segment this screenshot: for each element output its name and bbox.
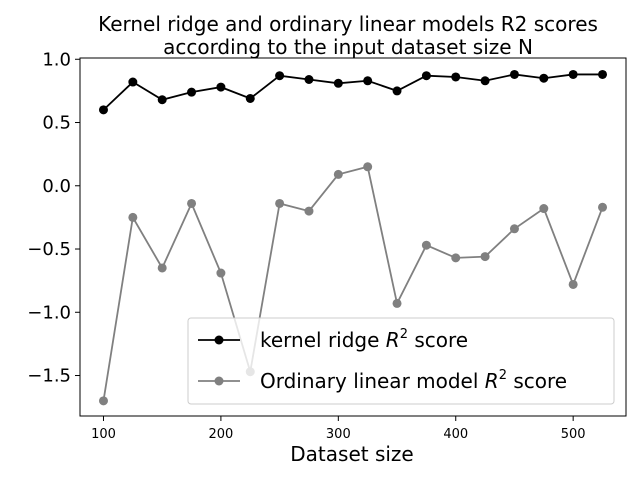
legend-label-var: R [386,328,400,352]
series-2-point [509,224,519,234]
series-2-point [304,206,314,216]
y-tick-label: 1.0 [42,49,71,70]
series-2-point [98,396,108,406]
series-1-point [598,69,608,79]
series-1-point [128,77,138,87]
series-2-point [333,169,343,179]
y-tick-label: 0.5 [42,113,71,134]
legend-marker [214,376,224,386]
series-2-point [157,263,167,273]
series-1-point [275,71,285,81]
series-2-line [102,165,604,401]
legend-label-suffix: score [408,328,468,352]
y-axis: 1.0 0.5 0.0 −0.5 −1.0 −1.5 [27,49,80,387]
legend-label: kernel ridge R2 score [260,327,468,352]
series-2-point [568,279,578,289]
y-tick-label: −1.5 [27,366,71,387]
legend-label: Ordinary linear model R2 score [260,368,567,393]
series-group [98,69,608,406]
series-1-point [245,93,255,103]
chart-title-line2: according to the input dataset size N [163,35,533,59]
series-1-point [216,82,226,92]
legend-label-prefix: kernel ridge [260,328,386,352]
series-2-point [392,298,402,308]
legend-frame [187,317,615,405]
series-1 [98,69,608,115]
series-2-point [598,202,608,212]
series-2-point [451,253,461,263]
series-1-point [392,86,402,96]
series-1-point [451,72,461,82]
series-2-point [128,212,138,222]
legend-label-sup: 2 [499,368,507,383]
series-1-point [421,71,431,81]
series-2-point [275,198,285,208]
legend-label-sup: 2 [400,327,408,342]
legend-label-prefix: Ordinary linear model [260,369,485,393]
y-tick-label: 0.0 [42,176,71,197]
y-tick-label: −1.0 [27,302,71,323]
series-1-point [98,105,108,115]
series-2-point [187,198,197,208]
series-1-point [568,69,578,79]
series-2-point [421,240,431,250]
series-1-line [102,73,603,111]
series-1-point [509,69,519,79]
series-1-point [480,76,490,86]
series-2 [98,162,608,406]
x-tick-label: 200 [208,427,233,442]
legend-item-1: kernel ridge R2 score [198,327,468,352]
series-1-point [304,75,314,85]
x-tick-label: 500 [561,427,586,442]
x-tick-label: 300 [326,427,351,442]
series-1-point [333,78,343,88]
legend-item-2: Ordinary linear model R2 score [198,368,567,393]
x-axis-label: Dataset size [290,442,413,466]
legend-label-var: R [485,369,499,393]
series-2-point [480,252,490,262]
x-axis: 100 200 300 400 500 [91,416,586,442]
x-tick-label: 100 [91,427,116,442]
legend-marker [214,335,224,345]
plot-area [79,57,627,417]
series-1-point [539,73,549,83]
series-1-point [187,87,197,97]
series-1-point [363,76,373,86]
series-1-point [157,95,167,105]
series-2-point [539,204,549,214]
series-2-point [216,268,226,278]
series-2-point [363,162,373,172]
chart-title-line1: Kernel ridge and ordinary linear models … [98,12,598,36]
y-tick-label: −0.5 [27,239,71,260]
x-tick-label: 400 [443,427,468,442]
legend-label-suffix: score [507,369,567,393]
